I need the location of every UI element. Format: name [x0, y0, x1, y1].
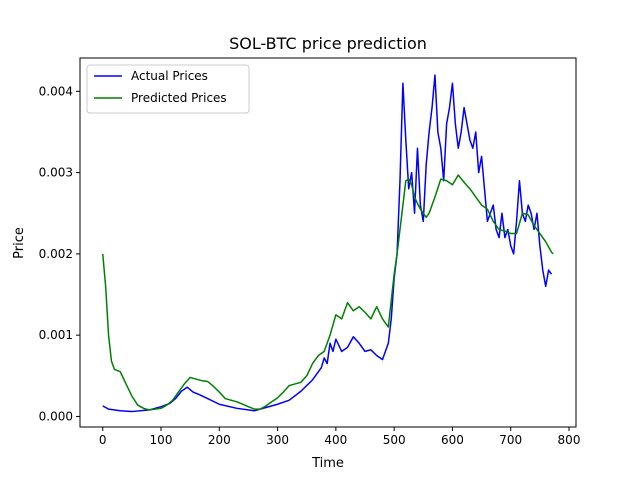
y-tick-label: 0.003 [39, 166, 73, 180]
x-axis-ticks: 0 100 200 300 400 500 600 700 800 [99, 427, 581, 447]
y-tick-label: 0.001 [39, 328, 73, 342]
plot-frame [79, 57, 577, 428]
x-tick-label: 500 [383, 433, 406, 447]
x-tick-label: 0 [99, 433, 107, 447]
y-tick-label: 0.002 [39, 247, 73, 261]
plot-series [101, 74, 554, 413]
x-tick-label: 800 [558, 433, 581, 447]
y-tick-label: 0.004 [39, 84, 73, 98]
legend-label: Predicted Prices [131, 91, 227, 105]
series-line-predicted-prices [101, 174, 554, 411]
legend-box [86, 64, 250, 114]
x-tick-label: 100 [150, 433, 173, 447]
legend-label: Actual Prices [131, 69, 208, 83]
x-tick-label: 700 [499, 433, 522, 447]
y-tick-label: 0.000 [39, 409, 73, 423]
legend: Actual Prices Predicted Prices [86, 64, 250, 114]
x-tick-label: 400 [324, 433, 347, 447]
y-axis-ticks: 0.000 0.001 0.002 0.003 0.004 [39, 84, 80, 423]
x-axis-label: Time [311, 456, 344, 471]
x-tick-label: 600 [441, 433, 464, 447]
chart-title: SOL-BTC price prediction [229, 34, 427, 53]
x-tick-label: 300 [266, 433, 289, 447]
series-line-actual-prices [102, 74, 553, 413]
y-axis-label: Price [12, 227, 27, 259]
x-tick-label: 200 [208, 433, 231, 447]
